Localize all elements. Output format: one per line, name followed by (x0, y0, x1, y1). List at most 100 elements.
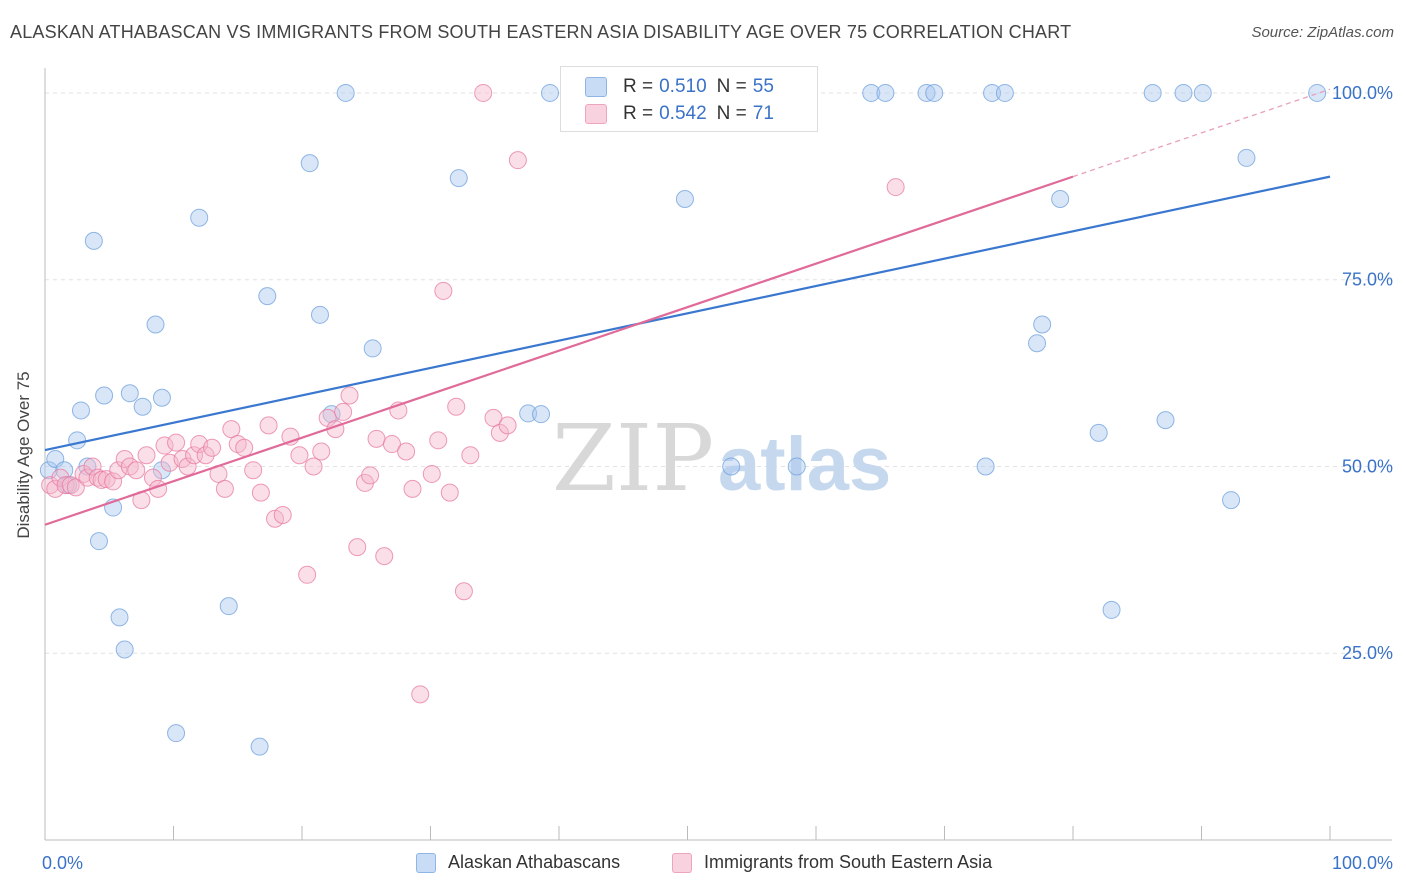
data-point (110, 608, 129, 627)
data-point (137, 446, 156, 465)
data-point (1028, 334, 1047, 353)
data-point (190, 208, 209, 227)
data-point (152, 461, 171, 480)
data-point (290, 446, 309, 465)
data-point (312, 442, 331, 461)
data-point (310, 305, 329, 324)
data-point (1237, 148, 1256, 167)
data-point (519, 404, 538, 423)
data-point (235, 438, 254, 457)
data-point (862, 83, 881, 102)
data-point (273, 506, 292, 525)
data-point (429, 431, 448, 450)
data-point (251, 483, 270, 502)
data-point (304, 457, 323, 476)
y-tick-label: 25.0% (1342, 643, 1393, 663)
series-1-points (41, 83, 905, 704)
data-point (484, 408, 503, 427)
data-point (440, 483, 459, 502)
data-point (152, 388, 171, 407)
legend-swatch-athabascans (585, 77, 607, 97)
data-point (1308, 83, 1327, 102)
legend-r-label: R = (623, 103, 654, 124)
data-point (109, 461, 128, 480)
data-point (541, 83, 560, 102)
data-point (84, 231, 103, 250)
data-point (361, 466, 380, 485)
data-point (675, 190, 694, 209)
data-point (66, 478, 85, 497)
trend-line-1 (44, 175, 1074, 526)
data-point (334, 402, 353, 421)
legend-r-value: 0.510 (659, 76, 707, 97)
data-point (1033, 315, 1052, 334)
data-point (787, 457, 806, 476)
data-point (250, 737, 269, 756)
data-point (917, 83, 936, 102)
y-tick-label: 50.0% (1342, 456, 1393, 476)
data-point (508, 151, 527, 170)
data-point (196, 446, 215, 465)
trend-line-0 (44, 175, 1331, 452)
data-point (167, 433, 186, 452)
bottom-legend-label: Alaskan Athabascans (448, 852, 621, 872)
data-point (115, 640, 134, 659)
x-tick-label: 0.0% (42, 853, 83, 873)
data-point (722, 457, 741, 476)
legend: R = 0.510 N = 55 R = 0.542 N = 71 (560, 66, 818, 132)
data-point (995, 83, 1014, 102)
legend-n-value: 55 (752, 76, 774, 97)
trend-lines (44, 88, 1331, 526)
data-points (39, 83, 1327, 756)
data-point (367, 429, 386, 448)
data-point (155, 436, 174, 455)
watermark: ZIP atlas (552, 405, 891, 512)
data-point (89, 532, 108, 551)
data-point (375, 547, 394, 566)
y-tick-label: 100.0% (1332, 83, 1393, 103)
bottom-legend-item-immigrants: Immigrants from South Eastern Asia (672, 852, 992, 873)
data-point (382, 435, 401, 454)
data-point (348, 538, 367, 557)
data-point (78, 468, 97, 487)
y-tick-label: 75.0% (1342, 270, 1393, 290)
bottom-legend: Alaskan Athabascans Immigrants from Sout… (0, 852, 1406, 876)
data-point (532, 405, 551, 424)
data-point (411, 685, 430, 704)
data-point (876, 83, 895, 102)
bottom-legend-item-athabascans: Alaskan Athabascans (416, 852, 620, 873)
data-point (120, 384, 139, 403)
legend-row-athabascans: R = 0.510 N = 55 (585, 75, 784, 99)
data-point (422, 464, 441, 483)
data-point (1222, 491, 1241, 510)
data-point (336, 83, 355, 102)
legend-r-value: 0.542 (659, 103, 707, 124)
y-axis-label-wrap: Disability Age Over 75 (4, 0, 44, 892)
data-point (203, 438, 222, 457)
chart-title: ALASKAN ATHABASCAN VS IMMIGRANTS FROM SO… (10, 22, 1072, 42)
data-point (461, 446, 480, 465)
bottom-legend-swatch (416, 852, 436, 873)
data-point (259, 416, 278, 435)
data-point (447, 397, 466, 416)
data-point (1102, 600, 1121, 619)
data-point (403, 479, 422, 498)
data-point (71, 401, 90, 420)
data-point (434, 281, 453, 300)
data-point (454, 582, 473, 601)
data-point (215, 479, 234, 498)
data-point (886, 178, 905, 197)
grid-lines (45, 92, 1392, 654)
x-tick-label: 100.0% (1332, 853, 1393, 873)
data-point (498, 416, 517, 435)
data-point (490, 423, 509, 442)
data-point (222, 420, 241, 439)
data-point (300, 154, 319, 173)
y-axis-label: Disability Age Over 75 (14, 371, 33, 539)
watermark-zip: ZIP (552, 405, 714, 512)
data-point (1156, 411, 1175, 430)
legend-row-immigrants: R = 0.542 N = 71 (585, 102, 784, 126)
data-point (983, 83, 1002, 102)
data-point (449, 169, 468, 188)
